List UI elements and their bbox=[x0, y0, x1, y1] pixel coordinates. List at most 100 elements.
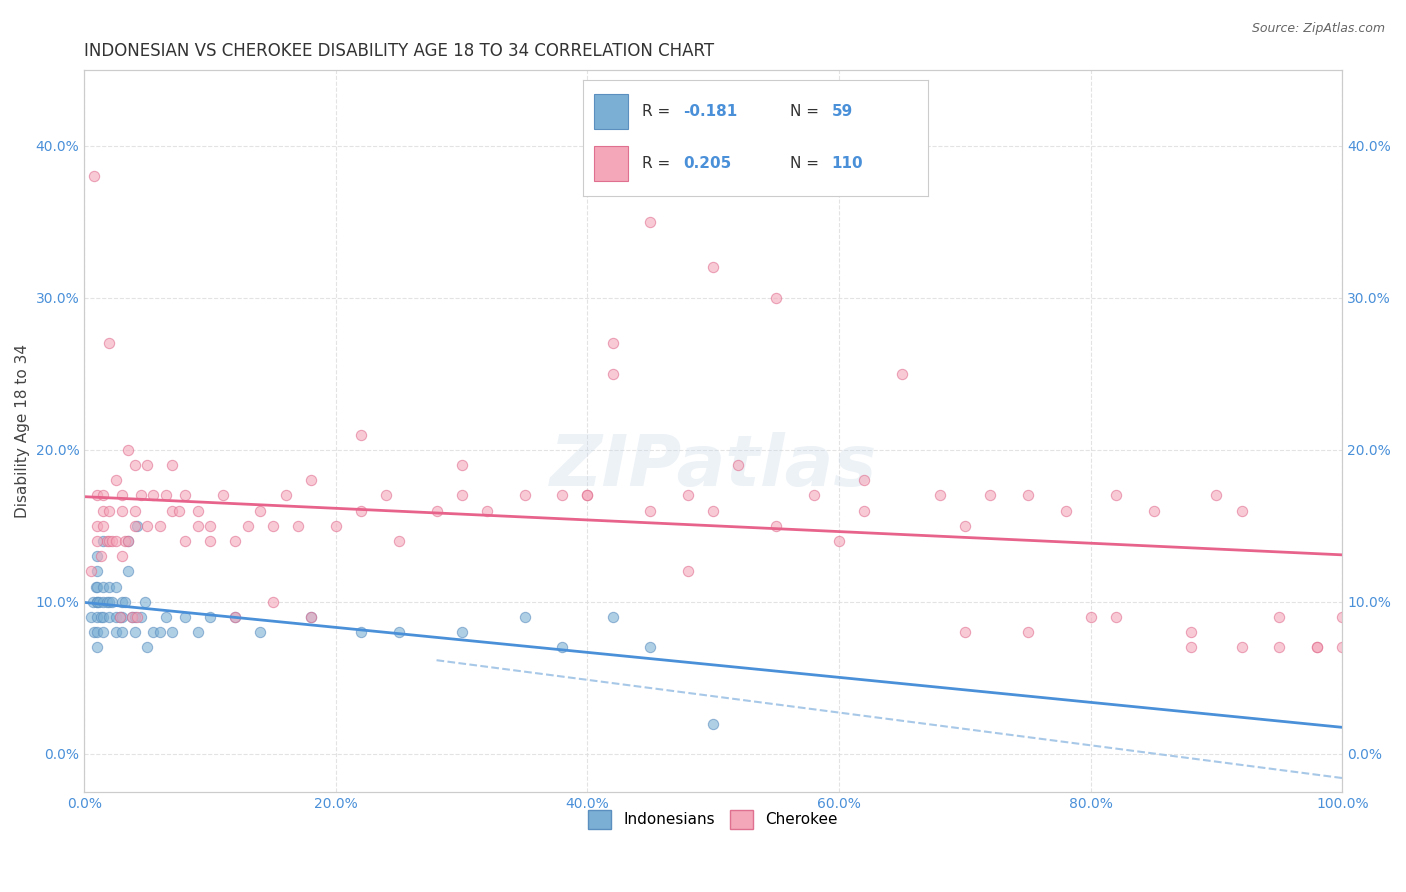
Point bbox=[127, 519, 149, 533]
Point bbox=[155, 610, 177, 624]
Point bbox=[224, 610, 246, 624]
Point bbox=[98, 503, 121, 517]
Point bbox=[86, 640, 108, 655]
Text: INDONESIAN VS CHEROKEE DISABILITY AGE 18 TO 34 CORRELATION CHART: INDONESIAN VS CHEROKEE DISABILITY AGE 18… bbox=[84, 42, 714, 60]
Point bbox=[765, 519, 787, 533]
Point bbox=[891, 367, 914, 381]
Point bbox=[1331, 640, 1354, 655]
Point bbox=[803, 488, 825, 502]
Point bbox=[86, 549, 108, 564]
Point bbox=[1268, 640, 1291, 655]
Text: N =: N = bbox=[790, 104, 824, 120]
Point bbox=[90, 610, 112, 624]
Point bbox=[1268, 610, 1291, 624]
Point bbox=[576, 488, 599, 502]
Point bbox=[928, 488, 950, 502]
Point bbox=[640, 503, 662, 517]
Point bbox=[299, 473, 322, 487]
Point bbox=[1105, 610, 1128, 624]
Point bbox=[513, 488, 536, 502]
Point bbox=[79, 610, 101, 624]
Point bbox=[86, 595, 108, 609]
Point bbox=[111, 488, 134, 502]
Point bbox=[89, 595, 111, 609]
Text: 110: 110 bbox=[831, 156, 863, 171]
Point bbox=[86, 610, 108, 624]
Point bbox=[86, 534, 108, 549]
Point bbox=[167, 503, 190, 517]
Text: 0.205: 0.205 bbox=[683, 156, 731, 171]
Point bbox=[162, 625, 184, 640]
Point bbox=[602, 336, 624, 351]
Point bbox=[174, 610, 197, 624]
Point bbox=[86, 565, 108, 579]
Text: N =: N = bbox=[790, 156, 824, 171]
Point bbox=[350, 503, 373, 517]
Point bbox=[155, 488, 177, 502]
Point bbox=[129, 488, 152, 502]
Point bbox=[979, 488, 1001, 502]
Point bbox=[325, 519, 347, 533]
Point bbox=[96, 534, 118, 549]
Point bbox=[1142, 503, 1164, 517]
Point bbox=[129, 610, 152, 624]
Point bbox=[96, 595, 118, 609]
Point bbox=[101, 595, 124, 609]
Y-axis label: Disability Age 18 to 34: Disability Age 18 to 34 bbox=[15, 343, 30, 517]
Point bbox=[551, 488, 574, 502]
Text: ZIPatlas: ZIPatlas bbox=[550, 433, 877, 501]
Point bbox=[142, 625, 165, 640]
Point bbox=[186, 625, 208, 640]
Point bbox=[174, 534, 197, 549]
Point bbox=[702, 716, 724, 731]
Point bbox=[98, 336, 121, 351]
Point bbox=[111, 549, 134, 564]
Point bbox=[98, 610, 121, 624]
Point bbox=[640, 640, 662, 655]
Point bbox=[136, 640, 159, 655]
Point bbox=[91, 519, 114, 533]
Point bbox=[83, 169, 105, 183]
Point bbox=[602, 610, 624, 624]
Point bbox=[388, 534, 411, 549]
Point bbox=[91, 534, 114, 549]
Point bbox=[1017, 625, 1039, 640]
Point bbox=[117, 442, 139, 457]
Point bbox=[86, 625, 108, 640]
Point bbox=[1331, 610, 1354, 624]
Point bbox=[108, 610, 131, 624]
Point bbox=[198, 519, 221, 533]
Point bbox=[186, 503, 208, 517]
Point bbox=[124, 458, 146, 472]
Point bbox=[211, 488, 233, 502]
Point bbox=[425, 503, 447, 517]
Point bbox=[1205, 488, 1227, 502]
Point bbox=[104, 473, 127, 487]
Point bbox=[727, 458, 749, 472]
Point bbox=[121, 610, 143, 624]
Point bbox=[124, 503, 146, 517]
Point bbox=[162, 458, 184, 472]
Point bbox=[84, 580, 107, 594]
Point bbox=[91, 580, 114, 594]
Point bbox=[853, 503, 876, 517]
Point bbox=[142, 488, 165, 502]
Point bbox=[98, 534, 121, 549]
Point bbox=[79, 565, 101, 579]
Point bbox=[676, 565, 699, 579]
Point bbox=[90, 549, 112, 564]
Point bbox=[702, 260, 724, 275]
Point bbox=[108, 610, 131, 624]
Point bbox=[91, 595, 114, 609]
Point bbox=[1230, 640, 1253, 655]
Point bbox=[236, 519, 259, 533]
Point bbox=[299, 610, 322, 624]
Point bbox=[1105, 488, 1128, 502]
Legend: Indonesians, Cherokee: Indonesians, Cherokee bbox=[582, 804, 844, 835]
Point bbox=[149, 625, 172, 640]
Point bbox=[101, 534, 124, 549]
Point bbox=[287, 519, 309, 533]
Point bbox=[224, 610, 246, 624]
Point bbox=[640, 215, 662, 229]
Point bbox=[91, 625, 114, 640]
